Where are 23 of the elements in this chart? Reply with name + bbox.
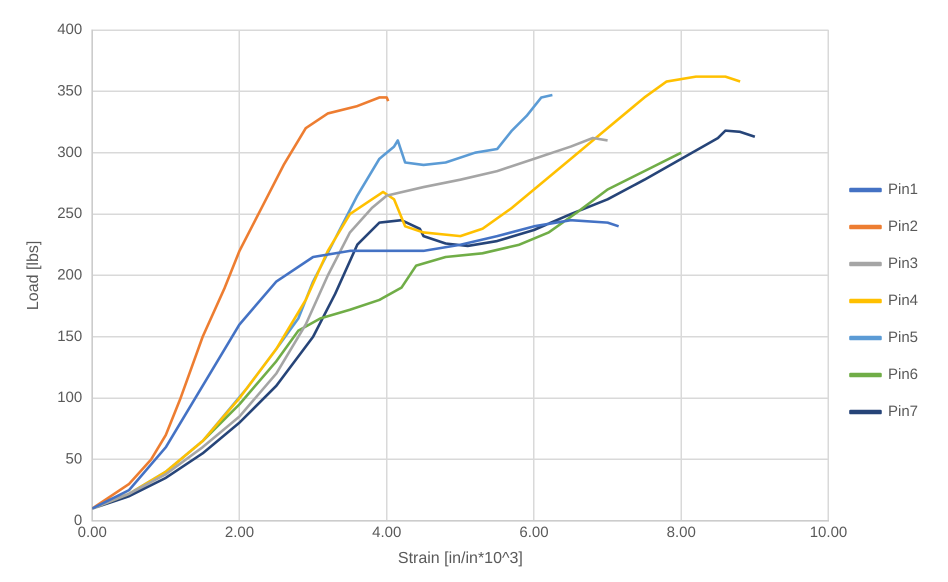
- legend-label: Pin3: [888, 255, 918, 272]
- x-tick-label: 0.00: [78, 524, 107, 541]
- y-tick-label: 350: [57, 82, 82, 100]
- legend-label: Pin2: [888, 218, 918, 236]
- legend-label: Pin4: [888, 292, 918, 310]
- legend-label: Pin5: [888, 329, 918, 346]
- y-tick-label: 200: [57, 266, 82, 284]
- x-tick-label: 8.00: [666, 524, 696, 541]
- legend-label: Pin7: [888, 403, 918, 420]
- x-tick-label: 2.00: [224, 524, 254, 541]
- legend-label: Pin6: [888, 366, 918, 384]
- y-tick-label: 50: [66, 450, 82, 468]
- x-tick-label: 10.00: [810, 524, 848, 541]
- x-axis-title: Strain [in/in*10^3]: [398, 550, 523, 567]
- legend-label: Pin1: [888, 181, 918, 198]
- y-axis-title: Load [lbs]: [25, 240, 42, 310]
- y-tick-label: 250: [57, 205, 82, 222]
- y-tick-label: 300: [57, 144, 82, 161]
- y-tick-label: 100: [57, 389, 82, 406]
- y-tick-label: 150: [57, 328, 82, 345]
- x-tick-label: 4.00: [372, 524, 402, 541]
- y-tick-label: 400: [57, 21, 82, 38]
- x-tick-label: 6.00: [519, 524, 549, 541]
